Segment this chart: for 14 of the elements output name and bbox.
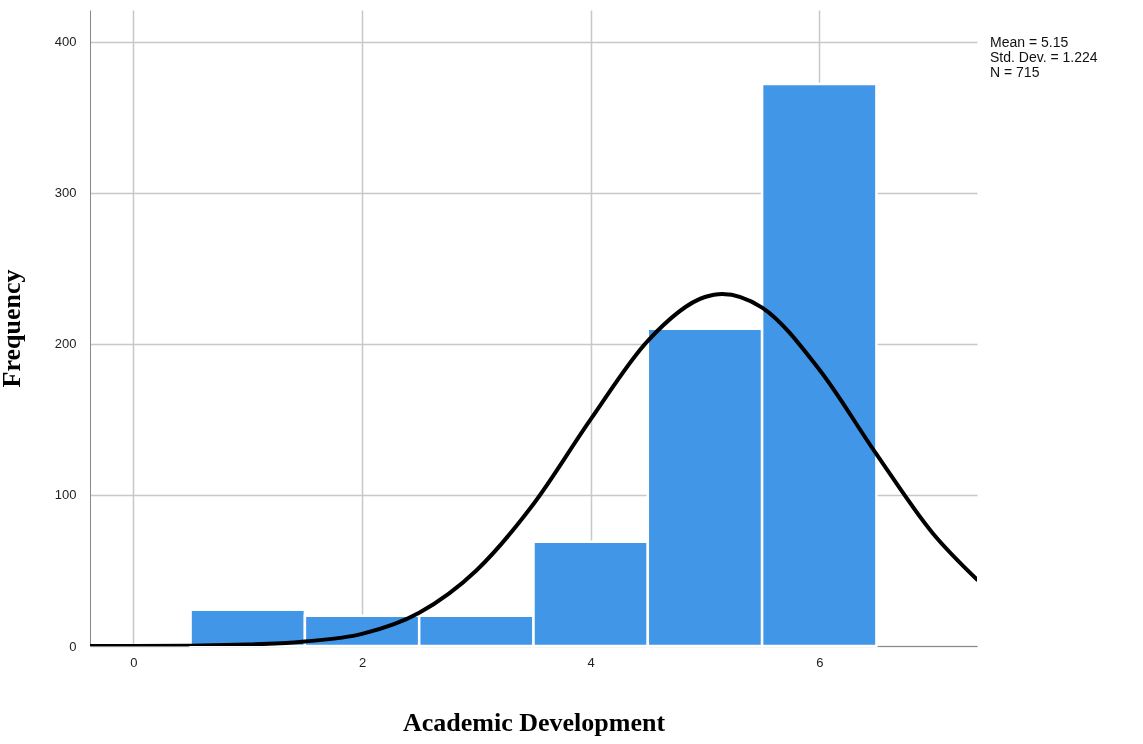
y-tick-label: 200 [54,336,77,352]
x-tick-label: 2 [358,654,367,670]
x-tick-label: 6 [816,654,824,670]
y-tick-label: 300 [54,185,77,201]
text: Std. Dev. = 1.224 [990,49,1098,65]
x-tick-label: 0 [130,654,138,670]
y-tick-label: 400 [54,34,77,50]
x-tick-label: 4 [587,654,595,670]
y-tick-label: 0 [69,638,77,654]
y-tick-label: 100 [54,487,77,503]
text: Mean = 5.15 [990,34,1069,50]
y-axis-title: Frequency [0,269,26,388]
x-axis-title: Academic Development [402,707,666,737]
text: N = 715 [990,64,1040,80]
